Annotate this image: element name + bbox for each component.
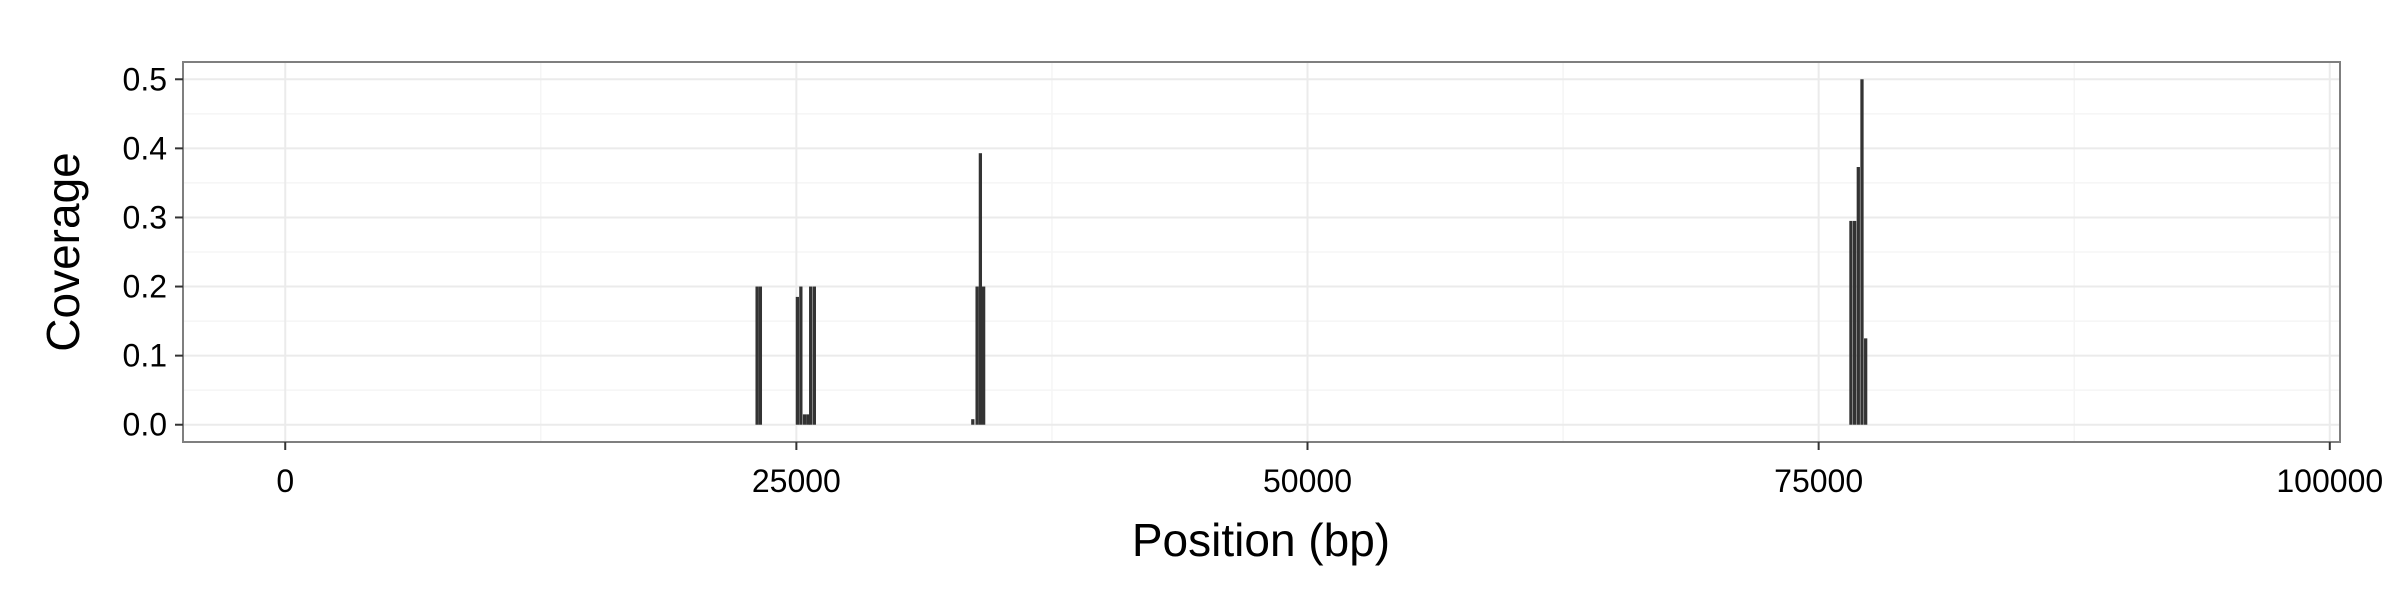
coverage-bar bbox=[758, 286, 763, 425]
x-tick-label: 0 bbox=[276, 463, 294, 499]
x-tick-label: 75000 bbox=[1774, 463, 1863, 499]
y-tick-label: 0.3 bbox=[123, 199, 167, 235]
coverage-bar bbox=[971, 419, 975, 425]
coverage-bar bbox=[975, 286, 979, 425]
y-tick-label: 0.2 bbox=[123, 269, 167, 305]
coverage-bar bbox=[809, 286, 813, 425]
x-axis-title: Position (bp) bbox=[1132, 514, 1390, 566]
coverage-bar bbox=[1860, 79, 1864, 425]
grid-lines bbox=[183, 62, 2340, 442]
x-tick-label: 100000 bbox=[2276, 463, 2383, 499]
coverage-bar bbox=[799, 286, 803, 425]
coverage-bar bbox=[806, 414, 810, 425]
coverage-bar bbox=[1852, 220, 1857, 425]
y-tick-label: 0.1 bbox=[123, 338, 167, 374]
coverage-bar bbox=[1864, 338, 1868, 425]
coverage-bars bbox=[755, 79, 1868, 425]
x-tick-label: 25000 bbox=[752, 463, 841, 499]
y-axis: 0.0 0.1 0.2 0.3 0.4 0.5 bbox=[123, 61, 183, 443]
x-tick-label: 50000 bbox=[1263, 463, 1352, 499]
coverage-bar bbox=[1849, 220, 1853, 425]
plot-panel-border bbox=[182, 61, 2341, 443]
y-tick-label: 0.4 bbox=[123, 130, 167, 166]
y-axis-title: Coverage bbox=[37, 152, 89, 351]
x-axis: 0 25000 50000 75000 100000 bbox=[276, 442, 2383, 499]
coverage-bar bbox=[802, 414, 807, 425]
coverage-bar bbox=[982, 286, 986, 425]
coverage-bar bbox=[812, 286, 816, 425]
y-tick-label: 0.0 bbox=[123, 407, 167, 443]
coverage-bar bbox=[978, 153, 983, 425]
coverage-bar bbox=[755, 286, 759, 425]
coverage-bar bbox=[795, 296, 800, 425]
coverage-bar bbox=[1856, 167, 1860, 425]
y-tick-label: 0.5 bbox=[123, 61, 167, 97]
